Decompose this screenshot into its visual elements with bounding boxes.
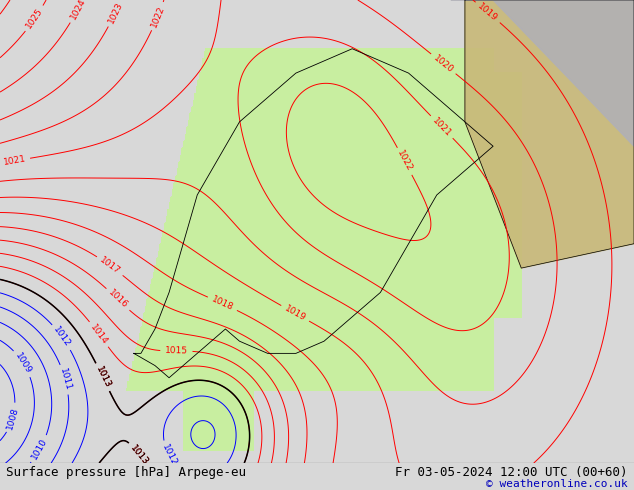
Text: 1019: 1019 bbox=[283, 304, 307, 323]
Polygon shape bbox=[451, 0, 634, 146]
Text: 1011: 1011 bbox=[58, 367, 72, 392]
Text: 1022: 1022 bbox=[150, 4, 166, 28]
Text: 1025: 1025 bbox=[25, 6, 45, 30]
Text: © weatheronline.co.uk: © weatheronline.co.uk bbox=[486, 479, 628, 489]
Text: 1024: 1024 bbox=[68, 0, 87, 22]
Text: 1022: 1022 bbox=[396, 149, 414, 173]
Text: 1021: 1021 bbox=[3, 154, 27, 167]
Text: 1013: 1013 bbox=[128, 443, 150, 466]
Text: 1013: 1013 bbox=[94, 365, 112, 390]
Text: 1019: 1019 bbox=[476, 1, 500, 23]
Text: 1012: 1012 bbox=[51, 325, 72, 349]
Text: 1010: 1010 bbox=[30, 437, 49, 462]
Text: 1012: 1012 bbox=[160, 442, 178, 467]
Text: 1013: 1013 bbox=[128, 443, 150, 466]
Text: 1013: 1013 bbox=[94, 365, 112, 390]
Text: 1021: 1021 bbox=[430, 116, 453, 138]
Text: 1014: 1014 bbox=[89, 322, 110, 346]
Text: 1008: 1008 bbox=[5, 406, 20, 430]
Text: 1009: 1009 bbox=[13, 351, 33, 375]
Text: Fr 03-05-2024 12:00 UTC (00+60): Fr 03-05-2024 12:00 UTC (00+60) bbox=[395, 466, 628, 479]
Polygon shape bbox=[465, 0, 634, 268]
Text: 1023: 1023 bbox=[107, 0, 124, 25]
Text: 1018: 1018 bbox=[210, 295, 235, 313]
Text: 1020: 1020 bbox=[432, 53, 455, 74]
Text: 1017: 1017 bbox=[98, 255, 122, 276]
Text: Surface pressure [hPa] Arpege-eu: Surface pressure [hPa] Arpege-eu bbox=[6, 466, 247, 479]
Text: 1016: 1016 bbox=[107, 288, 129, 311]
Text: 1015: 1015 bbox=[165, 346, 188, 356]
